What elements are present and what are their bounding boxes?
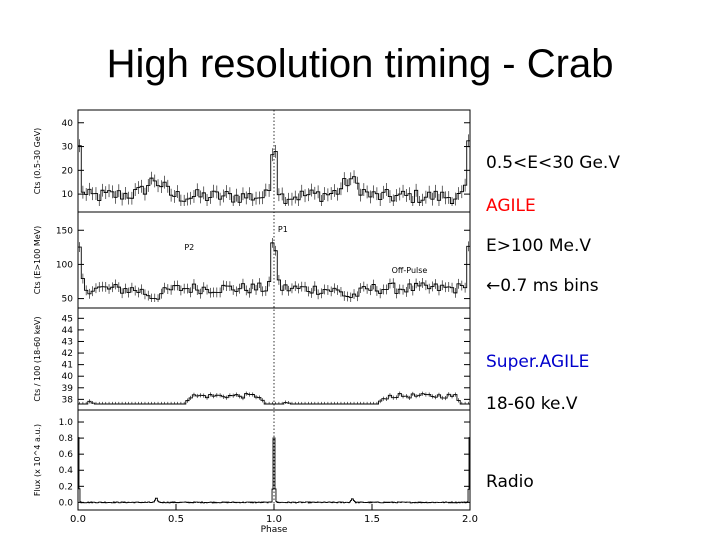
y-tick-label: 150 — [56, 226, 73, 236]
x-tick-label: 1.0 — [266, 514, 282, 525]
y-tick-label: 40 — [62, 372, 74, 382]
y-tick-label: 100 — [56, 260, 73, 270]
label-superagile-energy: 18-60 ke.V — [486, 394, 578, 414]
y-axis-label: Cts (0.5-30 GeV) — [33, 128, 42, 195]
light-curve — [78, 437, 470, 504]
x-tick-label: 2.0 — [462, 514, 478, 525]
y-axis-label: Flux (x 10^4 a.u.) — [33, 424, 42, 496]
light-curve — [78, 393, 470, 405]
light-curve — [78, 140, 470, 204]
label-bins-text: 0.7 ms bins — [500, 276, 599, 296]
light-curve — [78, 242, 470, 300]
slide-title: High resolution timing - Crab — [106, 42, 614, 86]
y-tick-label: 0.2 — [59, 482, 73, 492]
y-tick-label: 30 — [62, 143, 74, 153]
panel-mark: P1 — [278, 225, 288, 234]
panel-mark: Off-Pulse — [392, 266, 428, 275]
y-tick-label: 50 — [62, 295, 74, 305]
y-tick-label: 1.0 — [59, 418, 74, 428]
label-agile: AGILE — [486, 196, 536, 216]
label-agile-energy: E>100 Me.V — [486, 236, 591, 256]
y-tick-label: 10 — [62, 190, 74, 200]
y-tick-label: 0.0 — [59, 498, 74, 508]
x-axis-label: Phase — [261, 525, 288, 535]
y-tick-label: 44 — [62, 326, 74, 336]
y-tick-label: 38 — [62, 395, 74, 405]
y-tick-label: 42 — [62, 349, 73, 359]
y-tick-label: 40 — [62, 119, 74, 129]
y-axis-label: Cts / 100 (18-60 keV) — [33, 316, 42, 401]
label-fermi-energy: 0.5<E<30 Ge.V — [486, 153, 620, 173]
x-tick-label: 0.5 — [168, 514, 184, 525]
x-tick-label: 1.5 — [364, 514, 380, 525]
y-tick-label: 20 — [62, 166, 74, 176]
y-tick-label: 41 — [62, 361, 73, 371]
y-tick-label: 43 — [62, 337, 73, 347]
arrow-left-icon: ← — [486, 276, 501, 296]
label-radio: Radio — [486, 472, 534, 492]
y-tick-label: 0.4 — [59, 466, 74, 476]
y-axis-label: Cts (E>100 MeV) — [33, 226, 42, 295]
y-tick-label: 0.6 — [59, 450, 74, 460]
y-tick-label: 45 — [62, 314, 73, 324]
y-tick-label: 0.8 — [59, 434, 74, 444]
label-bins: ←0.7 ms bins — [486, 276, 599, 296]
label-superagile: Super.AGILE — [486, 352, 590, 372]
y-tick-label: 39 — [62, 384, 74, 394]
panel-mark: P2 — [184, 243, 194, 252]
x-tick-label: 0.0 — [70, 514, 86, 525]
